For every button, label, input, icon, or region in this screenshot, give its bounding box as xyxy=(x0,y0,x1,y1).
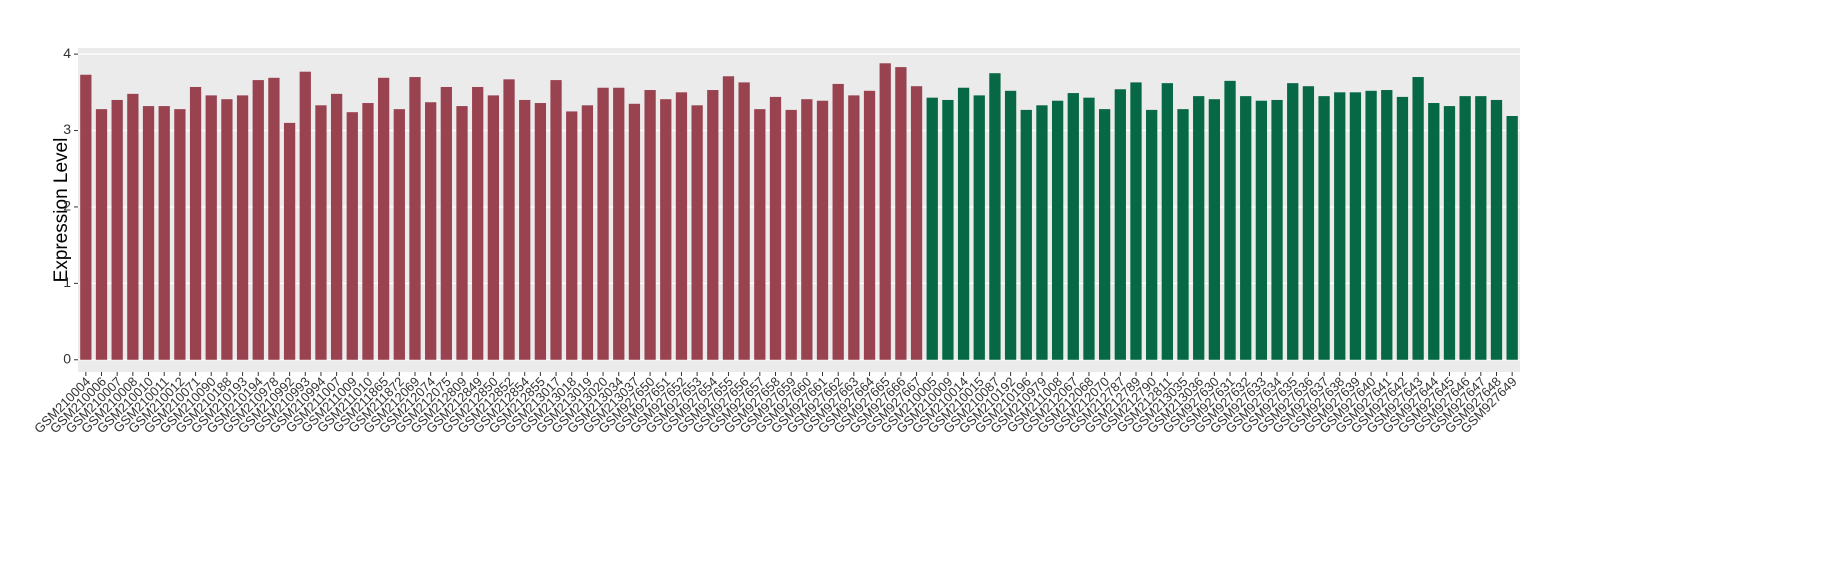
bar xyxy=(1193,96,1205,360)
bar xyxy=(158,106,170,360)
bar xyxy=(1365,90,1377,360)
bar xyxy=(95,109,108,360)
bar xyxy=(628,103,641,360)
bar xyxy=(707,90,719,360)
bar xyxy=(863,90,876,360)
bar xyxy=(942,99,954,360)
y-axis-title: Expression Level xyxy=(51,138,72,283)
bar xyxy=(1412,77,1424,360)
bar xyxy=(957,87,970,360)
bar xyxy=(1130,82,1142,360)
bar xyxy=(534,103,547,360)
bar xyxy=(1396,96,1409,360)
bar xyxy=(111,99,123,360)
bar xyxy=(1302,86,1315,360)
bar xyxy=(519,99,531,360)
bar xyxy=(1428,103,1440,360)
bar xyxy=(1506,116,1518,360)
bar xyxy=(362,103,374,360)
bar xyxy=(660,99,672,360)
bar xyxy=(832,83,844,360)
bar xyxy=(503,79,515,360)
bar xyxy=(283,122,296,360)
bar xyxy=(691,105,703,360)
bar xyxy=(1255,100,1268,360)
bar xyxy=(1271,99,1283,360)
bar xyxy=(393,109,405,360)
y-tick-label: 3 xyxy=(63,121,71,137)
y-tick-label: 4 xyxy=(63,45,71,61)
bar xyxy=(738,82,750,360)
bar xyxy=(1318,96,1330,360)
bar xyxy=(1349,92,1362,360)
bar xyxy=(268,77,280,360)
bar xyxy=(1036,105,1048,360)
bar xyxy=(566,111,578,360)
bar xyxy=(127,93,139,360)
bar xyxy=(989,73,1001,360)
bar xyxy=(205,95,217,360)
bar xyxy=(1475,96,1487,360)
bar xyxy=(910,86,923,360)
bar xyxy=(675,92,688,360)
bar xyxy=(785,109,797,360)
bar xyxy=(722,76,735,360)
bar xyxy=(1240,96,1252,360)
bar xyxy=(1051,100,1064,360)
bar xyxy=(456,106,468,360)
bar xyxy=(330,93,343,360)
bar xyxy=(1114,89,1126,360)
bar xyxy=(1490,99,1503,360)
y-tick-label: 1 xyxy=(63,274,71,290)
bar xyxy=(377,77,390,360)
bar xyxy=(879,63,891,360)
bar xyxy=(613,87,625,360)
bar xyxy=(550,80,562,360)
bar xyxy=(597,87,609,360)
bar xyxy=(895,67,907,360)
bar xyxy=(1067,93,1079,360)
bar xyxy=(581,105,594,360)
bar xyxy=(1334,92,1346,360)
bar xyxy=(440,86,452,360)
bar xyxy=(1224,80,1236,360)
bar xyxy=(1208,99,1221,360)
y-tick-label: 0 xyxy=(63,350,71,366)
bar xyxy=(472,86,484,360)
bar xyxy=(142,106,155,360)
bar xyxy=(221,99,233,360)
bar xyxy=(1177,109,1189,360)
bar xyxy=(252,80,264,360)
bar xyxy=(346,112,358,360)
bar xyxy=(926,97,938,360)
bar xyxy=(754,109,766,360)
y-tick-label: 2 xyxy=(63,198,71,214)
bar xyxy=(1020,109,1032,360)
bar xyxy=(1443,106,1456,360)
bar xyxy=(425,102,437,360)
bar xyxy=(1098,109,1111,360)
bar xyxy=(315,105,327,360)
bar xyxy=(1083,97,1095,360)
bar xyxy=(487,95,500,360)
bar xyxy=(848,95,860,360)
bar xyxy=(1161,83,1173,360)
bar xyxy=(1146,109,1158,360)
bar xyxy=(409,77,421,360)
bar xyxy=(299,71,311,360)
bar xyxy=(1381,90,1393,360)
bar xyxy=(644,90,656,360)
bar xyxy=(1459,96,1471,360)
bar xyxy=(189,86,202,360)
bar xyxy=(1004,90,1017,360)
bar xyxy=(236,95,249,360)
bar xyxy=(816,100,829,360)
bar xyxy=(174,109,186,360)
bar xyxy=(80,74,92,360)
bar xyxy=(973,95,985,360)
bar xyxy=(1287,83,1299,360)
bar xyxy=(769,96,782,360)
bar xyxy=(801,99,813,360)
